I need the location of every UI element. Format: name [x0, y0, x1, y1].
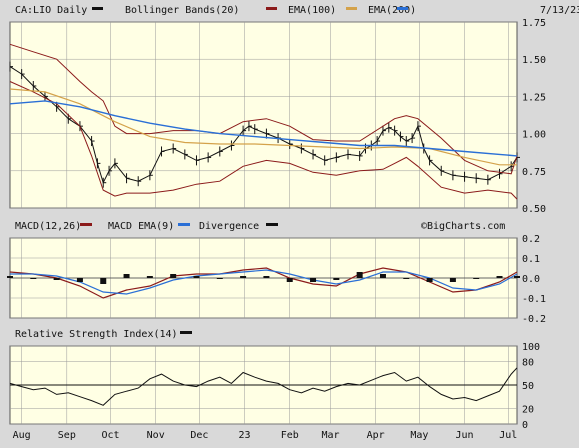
rsi-label: Relative Strength Index(14) — [15, 329, 178, 340]
x-tick-label: Nov — [147, 430, 165, 441]
x-tick-label: Sep — [58, 430, 76, 441]
divergence-bar — [76, 278, 83, 282]
divergence-bar — [473, 278, 480, 279]
price-series-price — [9, 66, 518, 185]
x-tick-label: May — [410, 430, 428, 441]
chart-date: 7/13/23 — [540, 5, 579, 16]
macd-y-tick-label: 0.2 — [522, 234, 540, 245]
divergence-bar — [286, 278, 293, 282]
rsi-y-tick-label: 20 — [522, 404, 534, 415]
price-header: CA:LIO Daily Bollinger Bands(20) EMA(100… — [15, 5, 579, 16]
legend-bollinger-label: Bollinger Bands(20) — [125, 5, 239, 16]
legend-ema200-label: EMA(200) — [368, 5, 416, 16]
divergence-bar — [170, 274, 177, 278]
divergence-bar — [403, 278, 410, 279]
rsi-series — [9, 367, 518, 406]
price-y-tick-label: 0.75 — [522, 167, 546, 178]
x-tick-label: Aug — [13, 430, 31, 441]
divergence-bar — [426, 278, 433, 282]
x-tick-label: Jun — [456, 430, 474, 441]
divergence-bar — [379, 274, 386, 278]
price-y-tick-label: 1.25 — [522, 92, 546, 103]
rsi-swatch — [180, 331, 192, 334]
legend-ema100-swatch — [346, 7, 357, 10]
price-y-tick-label: 1.75 — [522, 18, 546, 29]
macd-swatch — [80, 223, 92, 226]
divergence-bar — [356, 272, 363, 278]
divergence-bar — [146, 276, 153, 278]
price-y-tick-label: 0.50 — [522, 204, 546, 215]
watermark: ©BigCharts.com — [421, 221, 505, 232]
legend-ema200-swatch — [397, 7, 408, 10]
rsi-header: Relative Strength Index(14) — [15, 329, 192, 340]
rsi-y-tick-label: 80 — [522, 358, 534, 369]
divergence-bar — [240, 276, 247, 278]
macd-series — [7, 267, 520, 299]
divergence-bar — [30, 278, 37, 279]
x-tick-label: Jul — [499, 430, 517, 441]
divergence-bar — [263, 276, 270, 278]
divergence-label: Divergence — [199, 221, 259, 232]
legend-ema100-label: EMA(100) — [288, 5, 336, 16]
rsi-y-tick-label: 100 — [522, 342, 540, 353]
macd-y-tick-label: -0.2 — [522, 314, 546, 325]
x-tick-label: Feb — [281, 430, 299, 441]
x-tick-label: 23 — [239, 430, 251, 441]
price-y-tick-label: 1.00 — [522, 130, 546, 141]
x-tick-label: Apr — [367, 430, 385, 441]
price-series-bollinger-lower — [9, 81, 518, 200]
price-series-bollinger-upper — [9, 43, 518, 175]
x-tick-label: Oct — [101, 430, 119, 441]
divergence-bar — [100, 278, 107, 284]
price-series-ema-100 — [9, 88, 517, 166]
price-y-tick-label: 1.50 — [522, 55, 546, 66]
divergence-bar — [53, 278, 60, 280]
symbol-label: CA:LIO Daily — [15, 5, 87, 16]
macd-label: MACD(12,26) — [15, 221, 81, 232]
macd-series-macd-12-26 — [9, 267, 518, 299]
divergence-bar — [123, 274, 130, 278]
divergence-bar — [193, 276, 200, 278]
divergence-bar — [449, 278, 456, 282]
price-panel — [9, 21, 518, 209]
divergence-bar — [496, 276, 503, 278]
rsi-y-axis: 100 80 50 20 0 — [522, 342, 540, 431]
divergence-bar — [514, 276, 520, 278]
rsi-y-tick-label: 0 — [522, 420, 528, 431]
divergence-bar — [216, 278, 223, 279]
price-swatch — [92, 7, 103, 10]
price-y-axis: 0.50 0.75 1.00 1.25 1.50 1.75 — [522, 18, 546, 215]
divergence-swatch — [266, 223, 278, 226]
x-tick-label: Dec — [190, 430, 208, 441]
macd-ema-swatch — [178, 223, 190, 226]
price-series — [9, 43, 520, 200]
macd-series-macd-ema-9 — [10, 269, 518, 295]
legend-bollinger-swatch — [266, 7, 277, 10]
price-series-ema-200 — [9, 100, 518, 157]
macd-y-tick-label: 0.0 — [522, 274, 540, 285]
macd-ema-label: MACD EMA(9) — [108, 221, 174, 232]
divergence-bar — [333, 278, 340, 280]
x-axis: Aug Sep Oct Nov Dec 23 Feb Mar Apr May Jun Jul — [13, 430, 518, 441]
x-tick-label: Mar — [321, 430, 339, 441]
macd-y-tick-label: -0.1 — [522, 294, 546, 305]
rsi-y-tick-label: 50 — [522, 381, 534, 392]
divergence-bar — [310, 278, 317, 282]
macd-y-tick-label: 0.1 — [522, 254, 540, 265]
price-grid — [10, 21, 517, 209]
rsi-series-relative-strength-index-14 — [9, 367, 518, 406]
macd-header: MACD(12,26) MACD EMA(9) Divergence ©BigC… — [15, 221, 505, 232]
macd-y-axis: 0.2 0.1 0.0 -0.1 -0.2 — [522, 234, 546, 325]
divergence-bar — [7, 276, 13, 278]
